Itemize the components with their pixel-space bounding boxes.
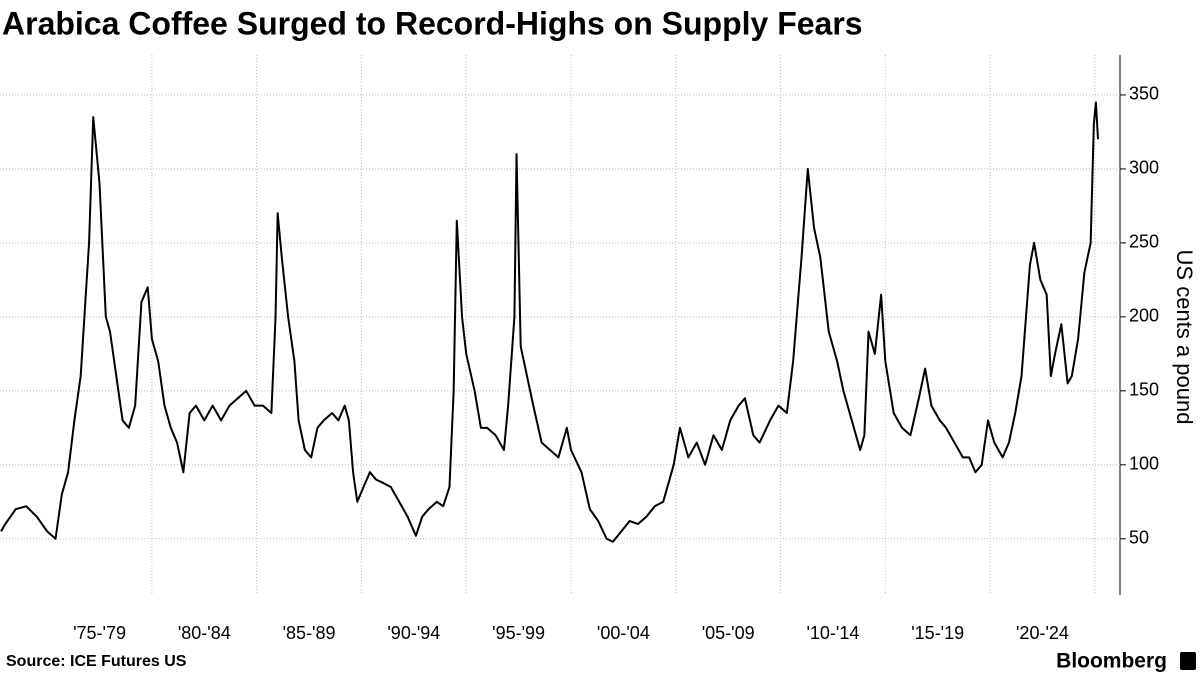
x-tick-label: '95-'99 — [492, 623, 545, 643]
brand: Bloomberg — [1056, 650, 1167, 673]
y-tick-label: 50 — [1129, 528, 1149, 548]
price-line — [0, 101, 1099, 543]
x-tick-label: '05-'09 — [702, 623, 755, 643]
y-tick-label: 100 — [1129, 454, 1159, 474]
y-tick-label: 200 — [1129, 306, 1159, 326]
y-axis-label: US cents a pound — [1172, 250, 1197, 425]
plot-area: 50 100 150 200 250 300 350 '75-'79 '80-'84 '85-'8… — [0, 55, 1159, 643]
x-tick-label: '85-'89 — [283, 623, 336, 643]
x-tick-label: '90-'94 — [387, 623, 440, 643]
x-tick-label: '20-'24 — [1016, 623, 1069, 643]
x-tick-label: '15-'19 — [911, 623, 964, 643]
y-tick-label: 300 — [1129, 158, 1159, 178]
chart-title: Arabica Coffee Surged to Record-Highs on… — [2, 5, 863, 41]
brand-icon — [1180, 652, 1196, 670]
source: Source: ICE Futures US — [6, 653, 187, 670]
x-tick-label: '80-'84 — [178, 623, 231, 643]
x-tick-label: '75-'79 — [73, 623, 126, 643]
y-tick-label: 150 — [1129, 380, 1159, 400]
y-tick-label: 250 — [1129, 232, 1159, 252]
y-tick-label: 350 — [1129, 84, 1159, 104]
x-tick-label: '10-'14 — [806, 623, 859, 643]
x-tick-label: '00-'04 — [597, 623, 650, 643]
